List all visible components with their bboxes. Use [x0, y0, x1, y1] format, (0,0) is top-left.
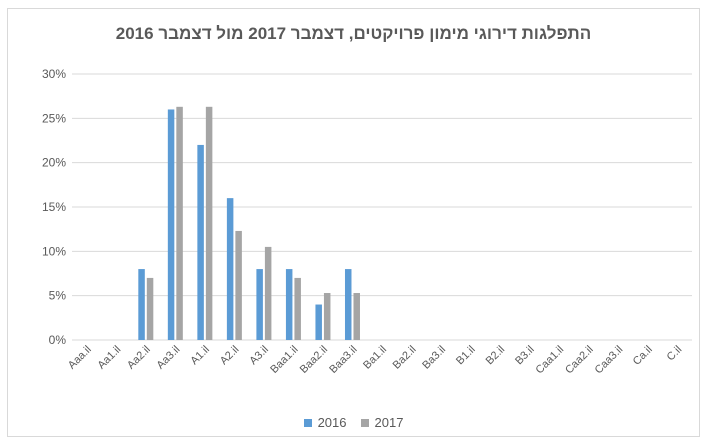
x-tick-label: Ba1.il — [361, 344, 389, 372]
bar-2017-Baa3.il — [353, 293, 360, 340]
y-tick-label: 30% — [42, 67, 66, 81]
bar-2017-A3.il — [264, 246, 272, 340]
x-tick-label: B3.il — [513, 344, 537, 368]
bar-2016-A1.il — [197, 144, 204, 340]
x-tick-label: Ba3.il — [420, 344, 448, 372]
bar-2016-Aa3.il — [167, 109, 175, 340]
bar-2016-Baa1.il — [285, 269, 293, 340]
x-tick-label: Aa3.il — [155, 344, 183, 372]
x-tick-label: Caa2.il — [563, 344, 596, 377]
y-tick-label: 20% — [42, 156, 66, 170]
bar-2017-A1.il — [205, 106, 213, 340]
y-tick-label: 10% — [42, 244, 66, 258]
bar-2016-A3.il — [256, 269, 263, 340]
chart-frame — [7, 8, 700, 437]
chart-title: התפלגות דירוגי מימון פרויקטים, דצמבר 201… — [115, 24, 592, 43]
x-tick-label: Ca.il — [631, 344, 655, 368]
y-tick-label: 25% — [42, 111, 66, 125]
legend-label-2017: 2017 — [374, 415, 404, 430]
x-tick-label: Caa1.il — [534, 344, 567, 377]
bar-2017-Baa2.il — [323, 293, 331, 340]
legend-swatch-2016 — [303, 418, 312, 427]
x-tick-label: C.il — [665, 344, 685, 364]
bar-2016-A2.il — [226, 198, 234, 340]
x-tick-label: A2.il — [218, 344, 242, 368]
x-tick-label: B1.il — [454, 344, 478, 368]
legend: 2016 2017 — [0, 415, 707, 430]
bar-2016-Baa3.il — [344, 269, 352, 340]
x-tick-label: Caa3.il — [593, 344, 626, 377]
y-tick-label: 0% — [49, 333, 67, 347]
bar-2016-Aa2.il — [138, 269, 145, 340]
bar-2016-Baa2.il — [315, 304, 322, 340]
legend-swatch-2017 — [360, 418, 369, 427]
x-tick-label: Aa1.il — [95, 344, 123, 372]
x-tick-label: Aa2.il — [125, 344, 153, 372]
x-tick-label: Baa1.il — [268, 344, 300, 376]
legend-item-2016: 2016 — [303, 415, 347, 430]
x-tick-label: Baa3.il — [327, 344, 359, 376]
legend-item-2017: 2017 — [360, 415, 404, 430]
bar-2017-Baa1.il — [294, 277, 301, 340]
x-tick-label: Ba2.il — [391, 344, 419, 372]
x-tick-label: Aaa.il — [66, 344, 94, 372]
bar-2017-Aa3.il — [176, 106, 183, 340]
bar-2017-Aa2.il — [146, 277, 154, 340]
y-tick-label: 5% — [49, 289, 67, 303]
x-tick-label: A3.il — [247, 344, 271, 368]
x-tick-label: B2.il — [484, 344, 508, 368]
y-tick-label: 15% — [42, 200, 66, 214]
x-tick-label: Baa2.il — [298, 344, 330, 376]
bar-2017-A2.il — [235, 230, 242, 340]
legend-label-2016: 2016 — [317, 415, 347, 430]
x-tick-label: A1.il — [188, 344, 212, 368]
